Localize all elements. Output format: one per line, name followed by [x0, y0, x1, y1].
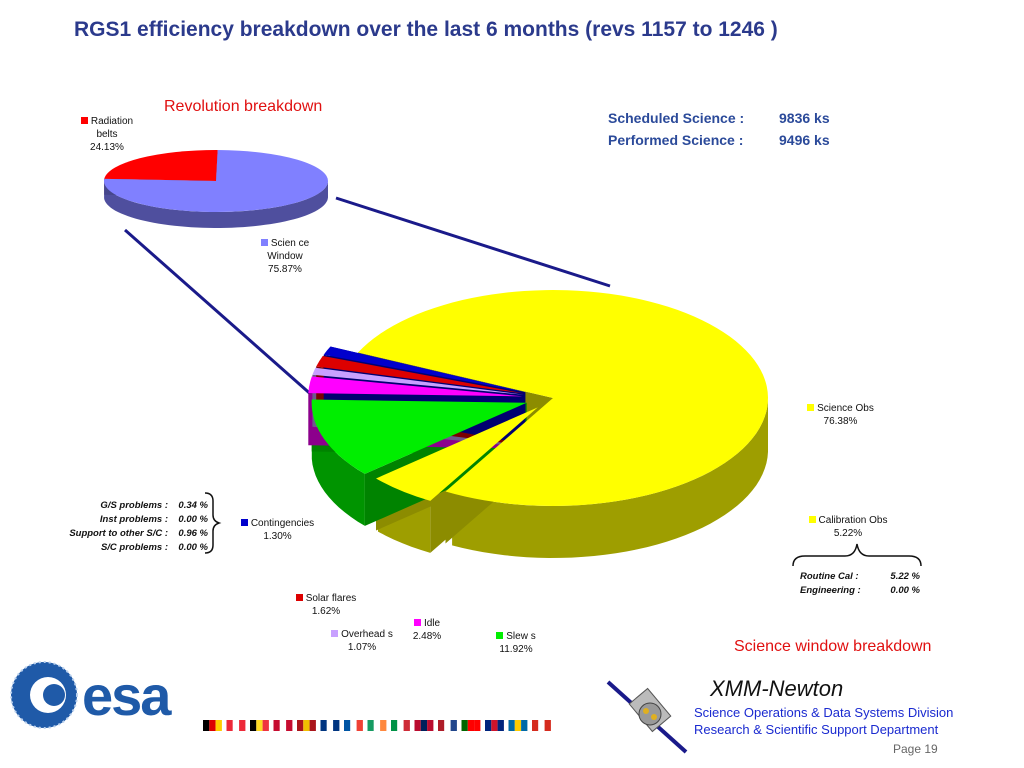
esa-logo-text: esa — [82, 664, 171, 727]
label-solar-flares: Solar flares 1.62% — [286, 592, 366, 618]
label-idle: Idle 2.48% — [412, 618, 442, 642]
overheads-slice — [312, 367, 524, 395]
science-window-slice — [104, 150, 329, 213]
contingency-details: G/S problems :0.34 % Inst problems :0.00… — [40, 500, 208, 556]
contingencies-slice — [323, 346, 526, 393]
member-flags — [203, 720, 551, 731]
flag-icon — [485, 720, 504, 731]
revolution-pie — [104, 149, 329, 228]
flag-icon — [203, 720, 222, 731]
label-radiation-belts: Radiation belts 24.13% — [72, 115, 142, 154]
scheduled-science-value: 9836 ks — [779, 110, 830, 126]
flag-icon — [273, 720, 293, 731]
idle-slice — [308, 376, 524, 397]
esa-emblem-icon — [10, 661, 78, 729]
flag-icon — [532, 720, 551, 731]
flag-icon — [320, 720, 340, 731]
label-slews: Slew s 11.92% — [486, 630, 546, 656]
detail-row: Support to other S/C :0.96 % — [69, 528, 208, 539]
flag-icon — [508, 720, 528, 731]
label-contingencies: Contingencies 1.30% — [230, 517, 325, 543]
calibration-details: Routine Cal :5.22 % Engineering :0.00 % — [800, 571, 920, 599]
science-window-breakdown-title: Science window breakdown — [734, 638, 932, 655]
revolution-breakdown-title: Revolution breakdown — [164, 98, 323, 115]
flag-icon — [367, 720, 387, 731]
flag-icon — [414, 720, 434, 731]
science-obs-side — [452, 399, 768, 558]
connector-line-bottom — [124, 228, 324, 407]
department-line-1: Science Operations & Data Systems Divisi… — [694, 705, 954, 720]
flag-icon — [226, 720, 246, 731]
performed-science-label: Performed Science : — [608, 132, 744, 148]
flag-icon — [391, 720, 410, 731]
performed-science-value: 9496 ks — [779, 132, 830, 148]
science-obs-slice — [358, 290, 769, 506]
detail-row: G/S problems :0.34 % — [100, 500, 208, 511]
label-science-obs: Science Obs 76.38% — [798, 402, 883, 428]
slews-slice — [311, 399, 527, 474]
mission-name: XMM-Newton — [710, 676, 844, 701]
flag-icon — [461, 720, 481, 731]
contingency-brace — [204, 492, 222, 554]
flag-icon — [297, 720, 316, 731]
detail-row: S/C problems :0.00 % — [100, 542, 208, 553]
scheduled-science-label: Scheduled Science : — [608, 110, 745, 126]
calibration-obs-slice — [376, 407, 538, 501]
page-number: Page 19 — [893, 742, 938, 756]
label-calibration-obs: Calibration Obs 5.22% — [798, 514, 898, 540]
connector-line-top — [335, 196, 611, 288]
xmm-satellite-icon — [606, 680, 688, 754]
label-science-window: Scien ce Window 75.87% — [250, 237, 320, 276]
science-window-pie — [308, 290, 769, 558]
radiation-belts-slice — [104, 149, 218, 181]
detail-row: Inst problems :0.00 % — [99, 514, 208, 525]
detail-row: Routine Cal :5.22 % — [800, 571, 920, 582]
science-window-side — [104, 181, 328, 228]
flag-icon — [344, 720, 363, 731]
flag-icon — [438, 720, 457, 731]
flag-icon — [250, 720, 269, 731]
page-title: RGS1 efficiency breakdown over the last … — [74, 18, 778, 41]
calibration-brace — [792, 543, 922, 567]
slews-side — [311, 406, 365, 526]
solar-flares-slice — [316, 355, 525, 394]
department-line-2: Research & Scientific Support Department — [694, 722, 939, 737]
label-overheads: Overhead s 1.07% — [322, 628, 402, 654]
detail-row: Engineering :0.00 % — [800, 585, 920, 596]
